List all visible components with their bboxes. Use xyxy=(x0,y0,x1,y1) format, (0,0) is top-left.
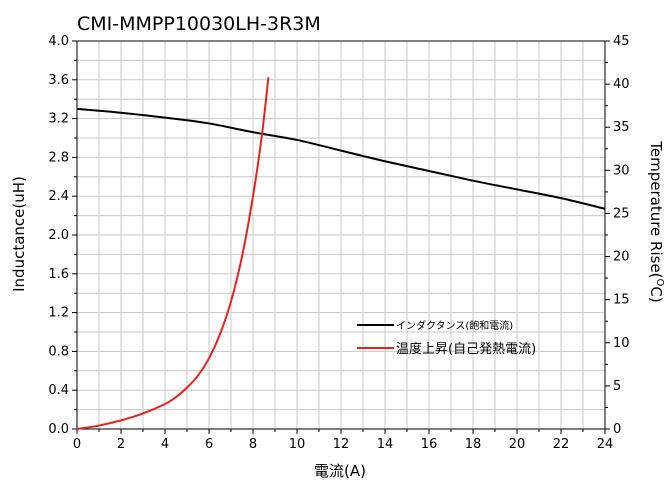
y-left-tick-label: 1.2 xyxy=(48,306,69,321)
y-right-tick-labels: 0 5 10 15 20 25 30 35 40 45 xyxy=(613,34,630,437)
chart-title: CMI-MMPP10030LH-3R3M xyxy=(77,13,321,35)
y-left-tick-label: 2.8 xyxy=(48,150,69,165)
y-right-tick-label: 35 xyxy=(613,120,630,135)
y-right-tick-label: 0 xyxy=(613,422,621,437)
chart-series xyxy=(76,77,606,430)
y-left-tick-label: 1.6 xyxy=(48,267,69,282)
x-tick-label: 24 xyxy=(597,437,614,452)
x-tick-labels: 0 2 4 6 8 10 12 14 16 18 20 22 24 xyxy=(73,437,613,452)
x-tick-label: 14 xyxy=(377,437,394,452)
x-tick-label: 22 xyxy=(553,437,570,452)
y-right-tick-label: 30 xyxy=(613,163,630,178)
y-left-tick-label: 2.0 xyxy=(48,228,69,243)
x-tick-label: 10 xyxy=(289,437,306,452)
x-tick-label: 16 xyxy=(421,437,438,452)
y-right-tick-label: 25 xyxy=(613,206,630,221)
legend: インダクタンス(飽和電流) 温度上昇(自己発熱電流) xyxy=(357,319,536,357)
x-tick-label: 4 xyxy=(161,437,169,452)
legend-label-inductance: インダクタンス(飽和電流) xyxy=(396,319,513,332)
legend-label-temperature: 温度上昇(自己発熱電流) xyxy=(396,341,536,357)
y-left-tick-label: 3.6 xyxy=(48,73,69,88)
y-left-tick-label: 0.8 xyxy=(48,344,69,359)
x-tick-label: 6 xyxy=(205,437,213,452)
x-tick-label: 12 xyxy=(333,437,350,452)
series-line-temperature xyxy=(76,77,270,430)
chart-grid xyxy=(77,41,605,429)
y-right-tick-label: 40 xyxy=(613,77,630,92)
y-left-axis-title: Inductance(uH) xyxy=(10,176,28,292)
y-right-tick-label: 10 xyxy=(613,336,630,351)
x-tick-label: 8 xyxy=(249,437,257,452)
y-right-axis-title-unit: C) xyxy=(647,286,665,302)
x-axis-title: 電流(A) xyxy=(314,462,366,480)
x-tick-label: 2 xyxy=(117,437,125,452)
series-line-inductance xyxy=(76,107,606,210)
y-right-tick-label: 5 xyxy=(613,379,621,394)
y-left-tick-label: 3.2 xyxy=(48,112,69,127)
y-left-tick-label: 2.4 xyxy=(48,189,69,204)
y-right-axis-title: Temperature Rise(OC) xyxy=(647,140,665,302)
y-left-tick-label: 4.0 xyxy=(48,34,69,49)
x-tick-label: 0 xyxy=(73,437,81,452)
y-right-tick-label: 15 xyxy=(613,293,630,308)
y-right-axis-title-degree: O xyxy=(654,279,665,287)
y-left-tick-labels: 0.0 0.4 0.8 1.2 1.6 2.0 2.4 2.8 3.2 3.6 4.0 xyxy=(48,34,69,437)
y-left-tick-label: 0.0 xyxy=(48,422,69,437)
axis-ticks xyxy=(72,40,610,434)
y-left-tick-label: 0.4 xyxy=(48,383,69,398)
x-tick-label: 18 xyxy=(465,437,482,452)
y-right-tick-label: 45 xyxy=(613,34,630,49)
x-tick-label: 20 xyxy=(509,437,526,452)
y-right-axis-title-main: Temperature Rise( xyxy=(647,140,665,278)
y-right-tick-label: 20 xyxy=(613,250,630,265)
